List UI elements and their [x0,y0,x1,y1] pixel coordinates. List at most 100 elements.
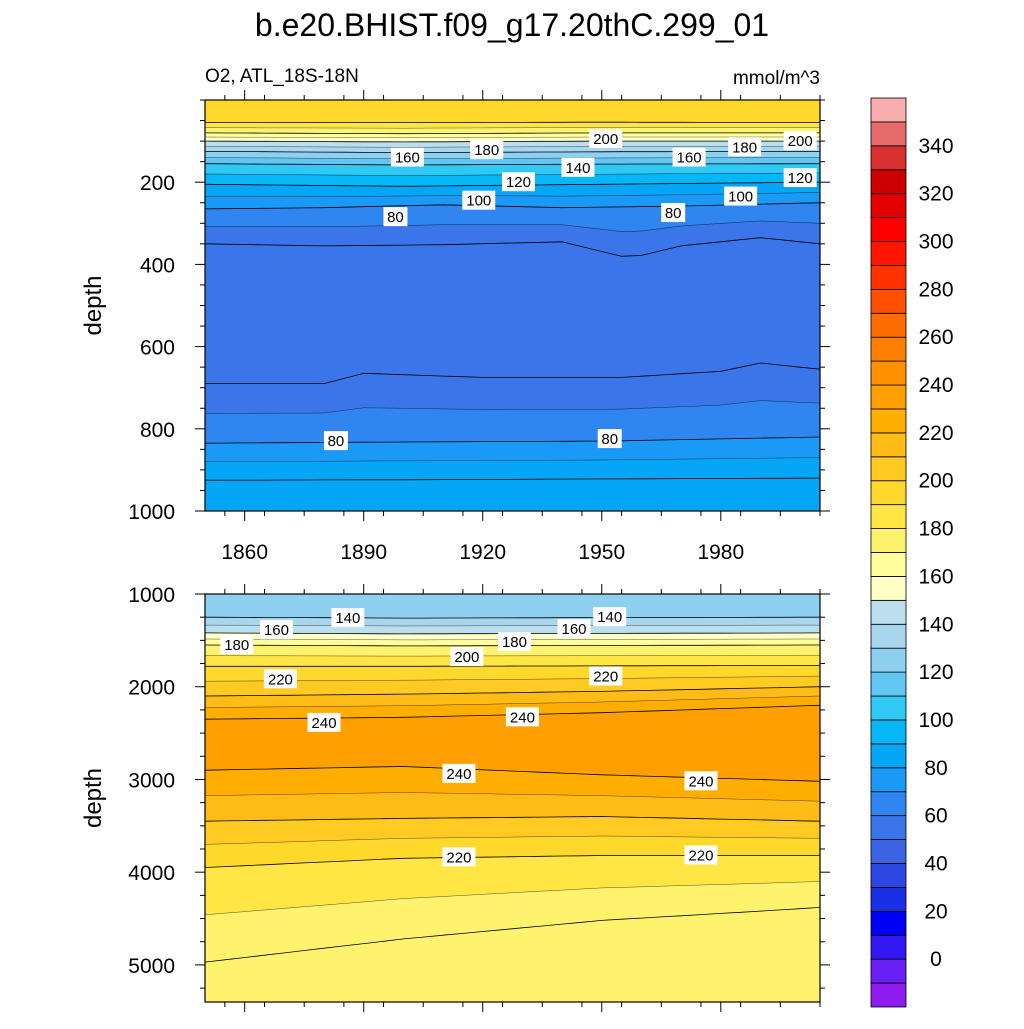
upper-band [205,122,820,128]
lower-panel: 10002000300040005000depth140160180140160… [80,574,830,1023]
colorbar-swatch [871,457,906,481]
colorbar-label: 260 [918,326,953,349]
contour-label: 180 [220,635,253,654]
chart-title: b.e20.BHIST.f09_g17.20thC.299_01 [255,7,769,43]
contour-label-text: 220 [688,847,713,864]
contour-label-text: 220 [446,849,471,866]
upper-band [205,478,820,531]
colorbar-label: 60 [924,805,947,828]
y-tick-label: 4000 [128,862,175,885]
colorbar-swatch [871,840,906,864]
colorbar-swatch [871,146,906,170]
colorbar-label: 160 [918,565,953,588]
contour-label: 100 [462,191,495,210]
colorbar-swatch [871,648,906,672]
contour-label: 80 [324,431,348,450]
colorbar-label: 180 [918,518,953,541]
contour-label-text: 80 [328,433,345,450]
colorbar-label: 220 [918,422,953,445]
colorbar-swatch [871,433,906,457]
y-tick-label: 1000 [128,584,175,607]
contour-label: 140 [561,158,594,177]
colorbar-swatch [871,194,906,218]
contour-label: 140 [593,607,626,626]
colorbar-swatch [871,529,906,553]
colorbar-label: 320 [918,183,953,206]
colorbar-label: 80 [924,757,947,780]
colorbar-swatch [871,768,906,792]
contour-label-text: 80 [601,431,618,448]
colorbar-swatch [871,576,906,600]
colorbar-swatch [871,481,906,505]
colorbar: 0204060801001201401601802002202402602803… [871,98,954,1007]
contour-label: 240 [308,713,341,732]
contour-label: 220 [442,847,475,866]
contour-label: 180 [498,632,531,651]
colorbar-label: 300 [918,231,953,254]
colorbar-swatch [871,744,906,768]
x-tick-label: 1920 [459,541,506,564]
y-tick-label: 5000 [128,955,175,978]
contour-label-text: 240 [510,709,535,726]
contour-label: 240 [442,764,475,783]
x-tick-label: 1950 [578,541,625,564]
colorbar-label: 0 [930,948,942,971]
lower-band [205,574,820,619]
contour-label-text: 140 [597,609,622,626]
colorbar-swatch [871,409,906,433]
contour-label-text: 140 [565,160,590,177]
colorbar-swatch [871,385,906,409]
colorbar-swatch [871,887,906,911]
colorbar-swatch [871,505,906,529]
contour-label-text: 100 [728,189,753,206]
contour-label-text: 220 [268,671,293,688]
colorbar-swatch [871,935,906,959]
contour-label: 240 [684,771,717,790]
colorbar-label: 280 [918,278,953,301]
contour-label: 120 [784,168,817,187]
colorbar-label: 40 [924,852,947,875]
contour-label-text: 200 [788,133,813,150]
contour-label-text: 180 [224,637,249,654]
colorbar-swatch [871,218,906,242]
colorbar-swatch [871,863,906,887]
colorbar-swatch [871,553,906,577]
colorbar-label: 120 [918,661,953,684]
y-tick-label: 200 [140,172,175,195]
colorbar-swatch [871,265,906,289]
contour-label: 180 [728,137,761,156]
x-tick-label: 1980 [697,541,744,564]
colorbar-swatch [871,959,906,983]
x-tick-label: 1860 [221,541,268,564]
upper-field [205,80,820,532]
contour-label: 160 [260,620,293,639]
contour-label-text: 180 [502,634,527,651]
y-axis-label: depth [80,275,107,335]
colorbar-swatch [871,600,906,624]
contour-label: 200 [784,131,817,150]
colorbar-label: 340 [918,135,953,158]
colorbar-swatch [871,792,906,816]
y-tick-label: 400 [140,254,175,277]
contour-label-text: 200 [454,649,479,666]
contour-label: 220 [589,667,622,686]
contour-label-text: 140 [335,610,360,627]
colorbar-swatch [871,313,906,337]
y-tick-label: 1000 [128,501,175,524]
colorbar-swatch [871,983,906,1007]
contour-label: 200 [450,647,483,666]
colorbar-swatch [871,816,906,840]
colorbar-label: 240 [918,374,953,397]
colorbar-swatch [871,672,906,696]
contour-label-text: 240 [312,715,337,732]
colorbar-swatch [871,624,906,648]
contour-label-text: 80 [387,209,404,226]
contour-label: 180 [470,140,503,159]
contour-label-text: 160 [561,621,586,638]
y-tick-label: 600 [140,337,175,360]
contour-label-text: 180 [474,142,499,159]
colorbar-label: 200 [918,470,953,493]
